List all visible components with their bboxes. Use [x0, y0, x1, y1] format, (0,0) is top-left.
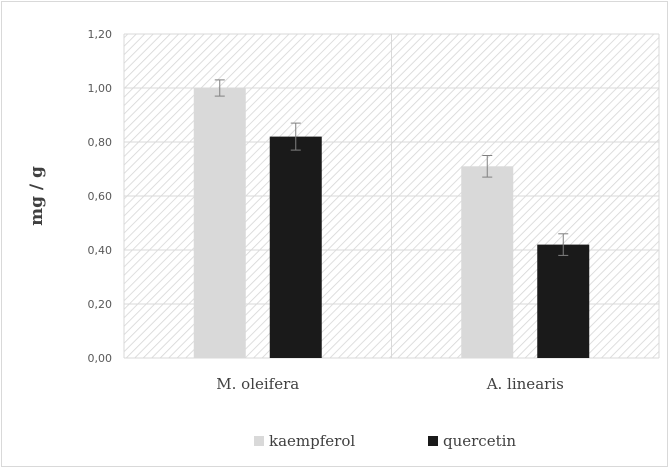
y-tick-label: 1,20	[88, 28, 113, 41]
bar-kaempferol	[193, 88, 246, 358]
y-tick-label: 0,40	[88, 244, 113, 257]
bar-quercetin	[537, 244, 590, 358]
bars	[193, 88, 590, 358]
y-tick-label: 0,60	[88, 190, 113, 203]
legend-swatch-quercetin	[428, 436, 438, 446]
y-axis-title: mg / g	[27, 166, 47, 226]
y-tick-label: 0,80	[88, 136, 113, 149]
legend-label-kaempferol: kaempferol	[269, 432, 355, 450]
legend-label-quercetin: quercetin	[443, 432, 516, 450]
bar-kaempferol	[461, 166, 514, 358]
y-tick-label: 0,00	[88, 352, 113, 365]
axes: 0,00 0,20 0,40 0,60 0,80 1,00 1,20 M. oleifera A…	[88, 28, 564, 393]
y-tick-label: 1,00	[88, 82, 113, 95]
legend-swatch-kaempferol	[254, 436, 264, 446]
y-tick-label: 0,20	[88, 298, 113, 311]
x-category-label: A. linearis	[486, 375, 564, 393]
x-category-label: M. oleifera	[216, 375, 299, 393]
bar-quercetin	[269, 136, 322, 358]
legend: kaempferol quercetin	[254, 432, 516, 450]
error-bars	[214, 79, 569, 256]
